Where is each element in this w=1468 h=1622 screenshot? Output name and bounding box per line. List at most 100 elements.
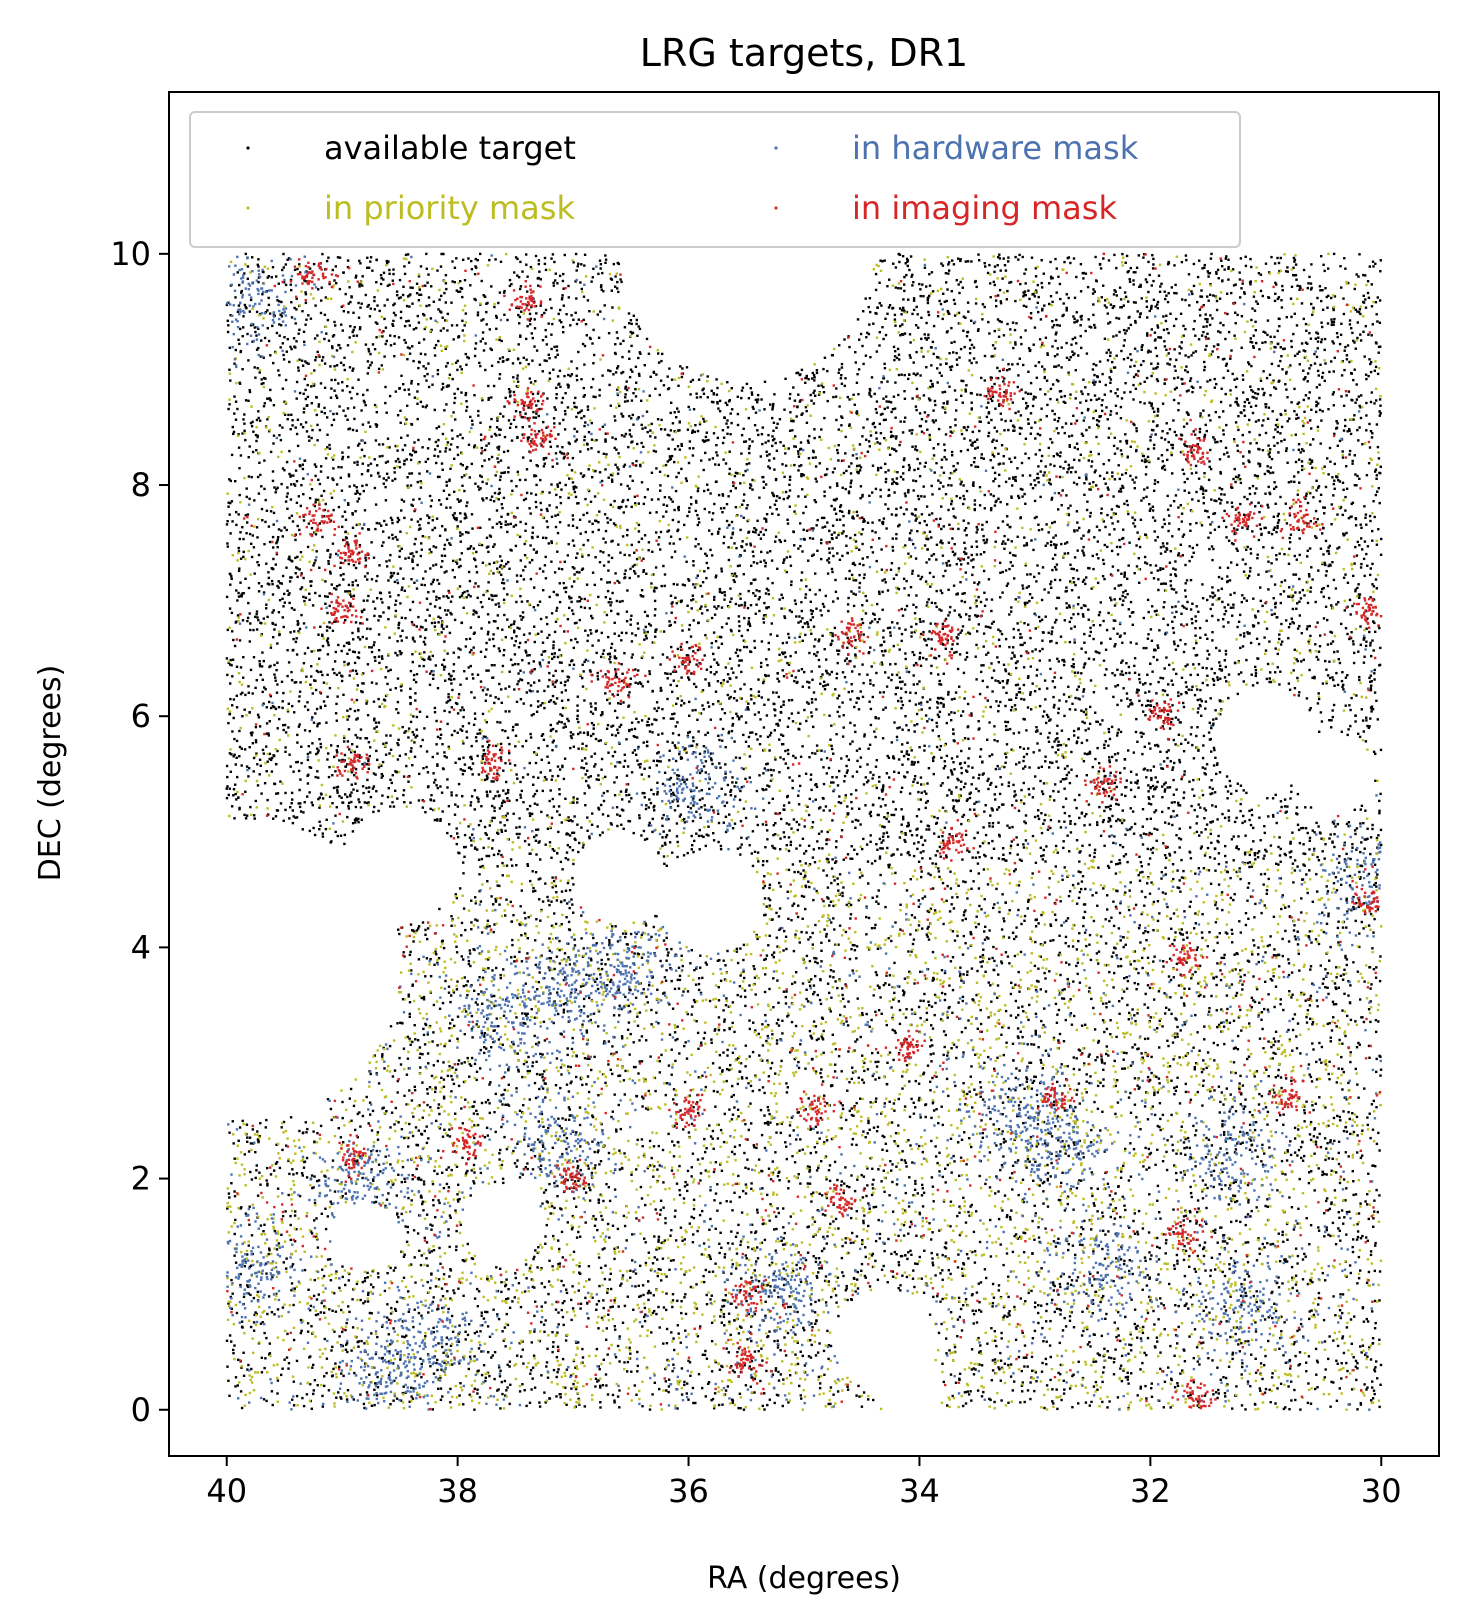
data-point	[1062, 400, 1065, 404]
data-point	[960, 379, 963, 382]
data-point	[471, 833, 474, 836]
data-point	[879, 432, 883, 435]
data-point	[1131, 623, 1134, 626]
data-point	[1072, 613, 1075, 616]
data-point	[786, 725, 790, 728]
data-point	[1263, 872, 1267, 876]
data-point	[1354, 473, 1357, 476]
data-point	[950, 502, 953, 506]
data-point	[1279, 670, 1282, 673]
data-point	[1041, 365, 1044, 368]
data-point	[262, 591, 266, 594]
data-point	[818, 588, 821, 592]
data-point	[614, 371, 618, 374]
data-point	[485, 536, 489, 539]
data-point	[382, 1046, 385, 1050]
data-point	[513, 960, 516, 963]
data-point	[551, 1331, 554, 1334]
data-point	[424, 570, 427, 573]
data-point	[703, 654, 706, 657]
data-point	[872, 684, 875, 687]
data-point	[306, 752, 310, 756]
data-point	[1242, 455, 1245, 458]
data-point	[1027, 457, 1031, 460]
data-point	[1222, 618, 1225, 621]
data-point	[347, 562, 350, 566]
data-point	[921, 283, 924, 286]
data-point	[1154, 433, 1157, 436]
data-point	[281, 616, 284, 619]
data-point	[1031, 1337, 1035, 1340]
data-point	[1306, 891, 1309, 895]
data-point	[481, 480, 484, 484]
data-point	[597, 1379, 600, 1382]
data-point	[1197, 477, 1201, 480]
data-point	[1165, 856, 1168, 860]
data-point	[1182, 791, 1186, 794]
data-point	[425, 404, 429, 407]
data-point	[548, 671, 551, 675]
data-point	[907, 594, 910, 597]
data-point	[322, 489, 326, 493]
data-point	[1114, 619, 1117, 622]
data-point	[932, 759, 935, 763]
data-point	[1079, 871, 1082, 874]
data-point	[1136, 740, 1139, 743]
data-point	[426, 771, 430, 774]
data-point	[1331, 676, 1334, 679]
data-point	[869, 389, 872, 392]
data-point	[1182, 334, 1185, 337]
data-point	[1354, 588, 1357, 591]
data-point	[1256, 681, 1259, 685]
data-point	[653, 707, 656, 710]
data-point	[1064, 1325, 1068, 1328]
data-point	[361, 462, 364, 465]
data-point	[801, 488, 804, 491]
data-point	[1275, 862, 1278, 865]
data-point	[236, 599, 239, 602]
data-point	[713, 1029, 716, 1032]
data-point	[690, 607, 693, 610]
data-point	[1259, 873, 1263, 876]
data-point	[1236, 692, 1239, 696]
data-point	[1137, 673, 1141, 676]
data-point	[336, 256, 340, 259]
data-point	[563, 952, 567, 955]
data-point	[1350, 502, 1353, 506]
data-point	[339, 561, 343, 564]
data-point	[905, 1064, 909, 1067]
data-point	[1012, 636, 1016, 639]
data-point	[499, 721, 502, 724]
data-point	[1232, 1047, 1236, 1050]
data-point	[472, 547, 475, 550]
data-point	[452, 411, 455, 414]
data-point	[1045, 1302, 1049, 1306]
data-point	[820, 749, 823, 752]
data-point	[953, 651, 956, 654]
data-point	[1277, 261, 1281, 265]
data-point	[652, 759, 655, 763]
data-point	[375, 682, 378, 685]
data-point	[563, 722, 566, 726]
data-point	[433, 346, 436, 350]
data-point	[946, 288, 949, 291]
data-point	[647, 717, 651, 720]
data-point	[974, 925, 978, 929]
data-point	[1006, 515, 1009, 518]
data-point	[1145, 465, 1148, 469]
data-point	[941, 627, 944, 630]
data-point	[1159, 676, 1162, 680]
data-point	[1313, 677, 1316, 680]
data-point	[974, 1368, 977, 1371]
data-point	[823, 1094, 826, 1097]
data-point	[1041, 792, 1045, 796]
data-point	[512, 376, 515, 379]
data-point	[1037, 1112, 1040, 1115]
data-point	[993, 1358, 997, 1361]
data-point	[761, 1404, 764, 1408]
data-point	[1067, 512, 1070, 516]
data-point	[691, 378, 695, 382]
data-point	[791, 786, 794, 790]
data-point	[1359, 333, 1362, 336]
data-point	[497, 301, 500, 305]
